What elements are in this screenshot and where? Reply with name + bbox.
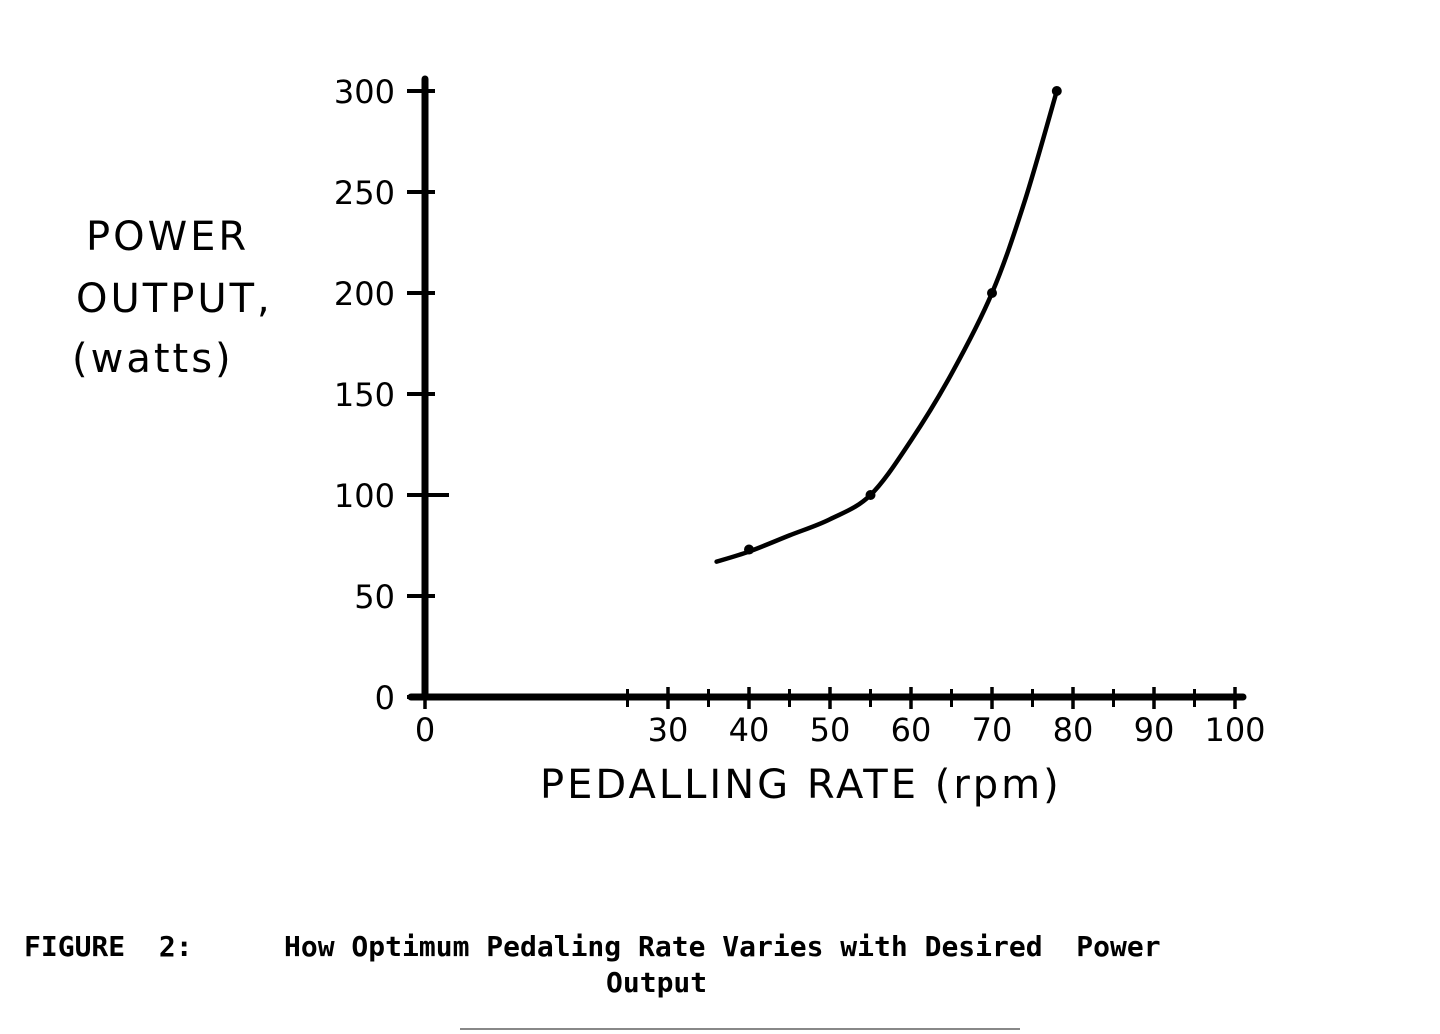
- y-tick-label: 200: [334, 275, 395, 313]
- caption-label: FIGURE 2:: [24, 930, 193, 963]
- x-tick-label: 90: [1134, 711, 1175, 749]
- y-tick-label: 300: [334, 73, 395, 111]
- y-tick-label: 0: [375, 679, 395, 717]
- y-tick-label: 50: [354, 578, 395, 616]
- markers: [744, 86, 1062, 555]
- y-axis-label-line: POWER: [86, 214, 249, 260]
- caption-line2: Output: [606, 966, 708, 999]
- x-tick-label: 100: [1204, 711, 1265, 749]
- y-tick-label: 150: [334, 376, 395, 414]
- data-point: [744, 544, 754, 555]
- data-point: [987, 288, 997, 298]
- series-line: [714, 88, 1060, 564]
- y-tick-label: 100: [334, 477, 395, 515]
- caption-line1: How Optimum Pedaling Rate Varies with De…: [284, 930, 1161, 963]
- x-tick-label: 50: [810, 711, 851, 749]
- x-tick-label: 80: [1053, 711, 1094, 749]
- y-axis-label-line: OUTPUT,: [76, 276, 273, 322]
- x-tick-label: 30: [648, 711, 689, 749]
- y-axis-label: POWER OUTPUT, (watts): [72, 214, 273, 382]
- bottom-rule: [460, 1028, 1020, 1030]
- x-ticks: 0 30 40 50 60 70 80 90 100: [415, 687, 1266, 749]
- y-ticks: 0 50 100 150 200 250 300: [334, 73, 449, 717]
- x-tick-label: 60: [891, 711, 932, 749]
- data-point: [1051, 86, 1062, 96]
- x-tick-label: 40: [729, 711, 770, 749]
- x-axis-label: PEDALLING RATE (rpm): [540, 762, 1062, 808]
- x-tick-label: 0: [415, 711, 435, 749]
- y-tick-label: 250: [334, 174, 395, 212]
- x-tick-label: 70: [972, 711, 1013, 749]
- y-axis-label-line: (watts): [72, 336, 234, 382]
- data-point: [865, 490, 876, 500]
